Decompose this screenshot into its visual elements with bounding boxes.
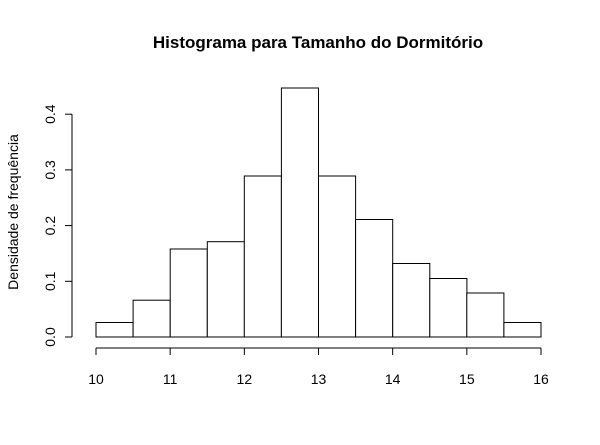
histogram-bar [466,292,505,338]
chart-title: Histograma para Tamanho do Dormitório [153,33,483,52]
x-tick-label: 13 [311,371,327,387]
x-tick-label: 11 [163,371,178,387]
x-tick-label: 10 [88,371,104,387]
histogram-bar [318,175,357,338]
bars-group [95,87,542,338]
x-tick-label: 15 [459,371,475,387]
y-tick-label: 0.0 [42,327,58,347]
histogram-bar [355,219,394,338]
histogram-bar [429,278,468,338]
x-axis: 10 11 12 13 14 15 16 [88,347,549,387]
histogram-bar [243,175,282,338]
histogram-bar [95,322,134,338]
y-axis-label: Densidade de frequência [5,134,21,290]
y-tick-label: 0.4 [42,104,58,124]
histogram-bar [280,87,319,338]
y-tick-label: 0.2 [42,216,58,236]
y-tick-label: 0.3 [42,160,58,180]
histogram-bar [132,299,171,338]
histogram-bar [503,322,542,338]
x-tick-label: 14 [385,371,401,387]
x-tick-label: 16 [533,371,549,387]
histogram-bar [392,263,431,338]
y-tick-label: 0.1 [42,271,58,291]
y-axis: 0.0 0.1 0.2 0.3 0.4 [42,104,73,347]
x-tick-label: 12 [237,371,253,387]
histogram-bar [206,241,245,338]
histogram-bar [169,248,208,338]
